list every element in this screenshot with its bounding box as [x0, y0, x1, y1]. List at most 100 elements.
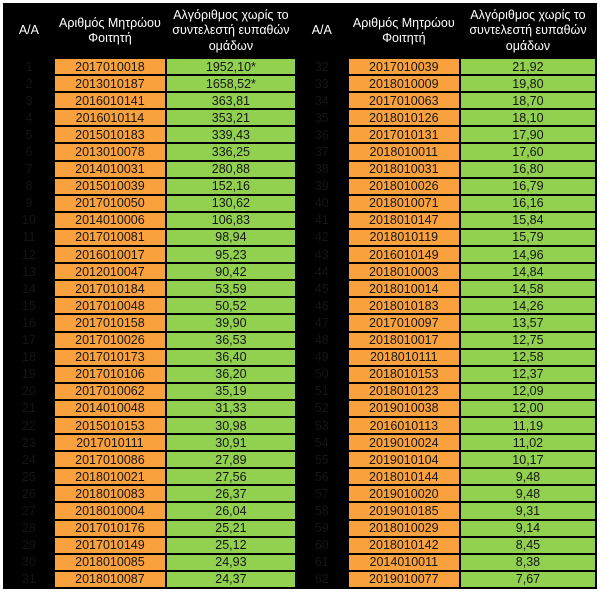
algorithm-score-cell: 14,96: [458, 245, 598, 265]
table-row: 23 2017010111 30,91 54 2019010024 11,02: [3, 433, 598, 453]
row-index-cell: 43: [294, 245, 349, 265]
algorithm-score-cell: 12,00: [458, 398, 598, 418]
table-row: 11 2017010081 98,94 42 2018010119 15,79: [3, 227, 598, 248]
row-index-cell: 30: [3, 552, 55, 572]
row-index-cell: 34: [294, 91, 349, 111]
table-row: 25 2018010021 27,56 56 2018010144 9,48: [3, 467, 598, 487]
student-id-cell: 2016010149: [346, 245, 461, 265]
row-index-cell: 31: [3, 569, 55, 590]
student-id-cell: 2018010014: [346, 279, 461, 299]
row-index-cell: 54: [294, 433, 349, 453]
row-index-cell: 50: [294, 364, 349, 384]
row-index-cell: 48: [294, 330, 349, 350]
row-index-cell: 8: [3, 176, 55, 196]
table-row: 9 2017010050 130,62 40 2018010071 16,16: [3, 193, 598, 213]
row-index-cell: 61: [294, 552, 349, 572]
algorithm-score-cell: 130,62: [165, 193, 297, 213]
algorithm-score-cell: 10,17: [458, 450, 598, 470]
student-id-cell: 2017010062: [52, 381, 168, 401]
algorithm-score-cell: 9,48: [458, 467, 598, 487]
row-index-cell: 16: [3, 313, 55, 333]
algorithm-score-cell: 39,90: [165, 313, 297, 333]
row-index-cell: 27: [3, 501, 55, 521]
algorithm-score-cell: 31,33: [165, 398, 297, 418]
row-index-cell: 17: [3, 330, 55, 350]
student-id-cell: 2016010141: [52, 91, 168, 111]
student-id-cell: 2019010185: [346, 501, 461, 521]
header-student-id-right: Αριθμός Μητρώου Φοιτητή: [346, 3, 461, 59]
algorithm-score-cell: 14,58: [458, 279, 598, 299]
student-id-cell: 2019010038: [346, 398, 461, 418]
algorithm-score-cell: 13,57: [458, 313, 598, 333]
student-id-cell: 2018010026: [346, 176, 461, 196]
student-id-cell: 2013010078: [52, 142, 168, 162]
algorithm-score-cell: 30,98: [165, 415, 297, 436]
student-id-cell: 2018010071: [346, 193, 461, 213]
student-id-cell: 2017010131: [346, 125, 461, 145]
row-index-cell: 24: [3, 450, 55, 470]
row-index-cell: 18: [3, 347, 55, 367]
header-algorithm-score-left: Αλγόριθμος χωρίς το συντελεστή ευπαθών ο…: [165, 3, 297, 59]
algorithm-score-cell: 24,93: [165, 552, 297, 572]
table-row: 19 2017010106 36,20 50 2018010153 12,37: [3, 364, 598, 384]
algorithm-score-cell: 26,04: [165, 501, 297, 521]
algorithm-score-cell: 26,37: [165, 484, 297, 504]
table-body: 1 2017010018 1952,10* 32 2017010039 21,92 2 201…: [3, 56, 598, 590]
row-index-cell: 26: [3, 484, 55, 504]
row-index-cell: 9: [3, 193, 55, 213]
algorithm-score-cell: 15,79: [458, 227, 598, 248]
table-row: 6 2013010078 336,25 37 2018010011 17,60: [3, 142, 598, 162]
table-row: 24 2017010086 27,89 55 2019010104 10,17: [3, 450, 598, 470]
table-row: 4 2016010114 353,21 35 2018010126 18,10: [3, 108, 598, 128]
row-index-cell: 38: [294, 159, 349, 179]
header-algorithm-score-right: Αλγόριθμος χωρίς το συντελεστή ευπαθών ο…: [458, 3, 598, 59]
table-row: 30 2018010085 24,93 61 2014010011 8,38: [3, 552, 598, 572]
student-id-cell: 2018010009: [346, 74, 461, 94]
row-index-cell: 51: [294, 381, 349, 401]
row-index-cell: 21: [3, 398, 55, 418]
student-algorithm-results-table: Α/Α Αριθμός Μητρώου Φοιτητή Αλγόριθμος χ…: [3, 3, 598, 590]
student-id-cell: 2014010031: [52, 159, 168, 179]
algorithm-score-cell: 8,38: [458, 552, 598, 572]
algorithm-score-cell: 8,45: [458, 535, 598, 555]
student-id-cell: 2018010119: [346, 227, 461, 248]
student-id-cell: 2018010142: [346, 535, 461, 555]
student-id-cell: 2017010173: [52, 347, 168, 367]
table-row: 7 2014010031 280,88 38 2018010031 16,80: [3, 159, 598, 179]
row-index-cell: 12: [3, 245, 55, 265]
table-row: 27 2018010004 26,04 58 2019010185 9,31: [3, 501, 598, 521]
student-id-cell: 2015010183: [52, 125, 168, 145]
algorithm-score-cell: 280,88: [165, 159, 297, 179]
algorithm-score-cell: 36,53: [165, 330, 297, 350]
algorithm-score-cell: 12,09: [458, 381, 598, 401]
row-index-cell: 3: [3, 91, 55, 111]
student-id-cell: 2015010153: [52, 415, 168, 436]
row-index-cell: 10: [3, 210, 55, 230]
student-id-cell: 2014010011: [346, 552, 461, 572]
student-id-cell: 2017010106: [52, 364, 168, 384]
row-index-cell: 28: [3, 518, 55, 538]
student-id-cell: 2017010081: [52, 227, 168, 248]
row-index-cell: 1: [3, 56, 55, 77]
student-id-cell: 2018010123: [346, 381, 461, 401]
algorithm-score-cell: 35,19: [165, 381, 297, 401]
row-index-cell: 40: [294, 193, 349, 213]
table-row: 31 2018010087 24,37 62 2019010077 7,67: [3, 569, 598, 590]
row-index-cell: 6: [3, 142, 55, 162]
algorithm-score-cell: 152,16: [165, 176, 297, 196]
table-row: 26 2018010083 26,37 57 2019010020 9,48: [3, 484, 598, 504]
algorithm-score-cell: 36,40: [165, 347, 297, 367]
student-id-cell: 2017010111: [52, 433, 168, 453]
algorithm-score-cell: 17,60: [458, 142, 598, 162]
student-id-cell: 2018010126: [346, 108, 461, 128]
student-id-cell: 2017010048: [52, 296, 168, 316]
algorithm-score-cell: 18,10: [458, 108, 598, 128]
table-row: 1 2017010018 1952,10* 32 2017010039 21,92: [3, 56, 598, 77]
row-index-cell: 59: [294, 518, 349, 538]
algorithm-score-cell: 19,80: [458, 74, 598, 94]
student-id-cell: 2018010147: [346, 210, 461, 230]
row-index-cell: 36: [294, 125, 349, 145]
student-id-cell: 2019010104: [346, 450, 461, 470]
student-id-cell: 2018010029: [346, 518, 461, 538]
algorithm-score-cell: 90,42: [165, 262, 297, 282]
